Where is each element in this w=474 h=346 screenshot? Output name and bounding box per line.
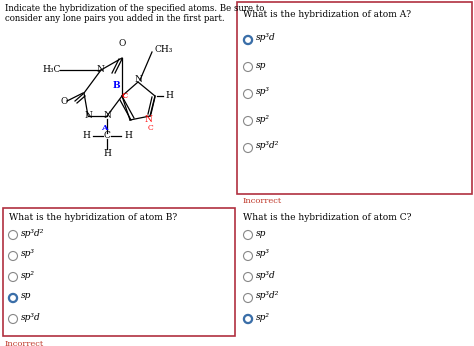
Text: sp: sp <box>256 228 266 237</box>
Circle shape <box>11 296 15 300</box>
Circle shape <box>246 317 250 321</box>
Text: N: N <box>144 116 152 125</box>
Text: What is the hybridization of atom B?: What is the hybridization of atom B? <box>9 213 177 222</box>
Text: sp³d: sp³d <box>256 271 276 280</box>
Text: B: B <box>112 81 120 90</box>
Text: A: A <box>101 124 107 132</box>
Text: sp²: sp² <box>256 115 270 124</box>
Text: N: N <box>134 75 142 84</box>
Text: N: N <box>84 111 92 120</box>
Text: sp³: sp³ <box>256 88 270 97</box>
Text: H₃C: H₃C <box>42 65 60 74</box>
Text: sp³d²: sp³d² <box>256 142 279 151</box>
Text: sp: sp <box>256 61 266 70</box>
Text: H: H <box>103 148 111 157</box>
Text: O: O <box>118 39 126 48</box>
Text: sp³d: sp³d <box>21 312 41 321</box>
Text: What is the hybridization of atom C?: What is the hybridization of atom C? <box>243 213 411 222</box>
Text: N: N <box>96 65 104 74</box>
Text: sp²: sp² <box>21 271 35 280</box>
Text: sp³d²: sp³d² <box>21 228 45 237</box>
Bar <box>237 2 472 194</box>
Text: N: N <box>103 111 111 120</box>
Circle shape <box>244 315 253 324</box>
Text: sp³: sp³ <box>21 249 35 258</box>
Text: H: H <box>165 91 173 100</box>
Bar <box>3 208 235 336</box>
Circle shape <box>244 36 253 45</box>
Text: What is the hybridization of atom A?: What is the hybridization of atom A? <box>243 10 411 19</box>
Circle shape <box>246 38 250 42</box>
Text: H: H <box>124 131 132 140</box>
Text: Incorrect: Incorrect <box>243 197 282 205</box>
Text: C: C <box>122 92 128 100</box>
Text: Incorrect: Incorrect <box>5 340 44 346</box>
Text: Indicate the hybridization of the specified atoms. Be sure to: Indicate the hybridization of the specif… <box>5 4 264 13</box>
Text: O: O <box>60 98 68 107</box>
Text: C: C <box>148 124 154 132</box>
Text: sp³d²: sp³d² <box>256 291 279 300</box>
Text: sp: sp <box>21 291 31 300</box>
Text: H: H <box>82 131 90 140</box>
Text: C: C <box>103 131 110 140</box>
Circle shape <box>9 293 18 302</box>
Text: sp²: sp² <box>256 312 270 321</box>
Text: sp³d: sp³d <box>256 34 276 43</box>
Text: CH₃: CH₃ <box>155 45 173 54</box>
Text: sp³: sp³ <box>256 249 270 258</box>
Text: consider any lone pairs you added in the first part.: consider any lone pairs you added in the… <box>5 14 225 23</box>
